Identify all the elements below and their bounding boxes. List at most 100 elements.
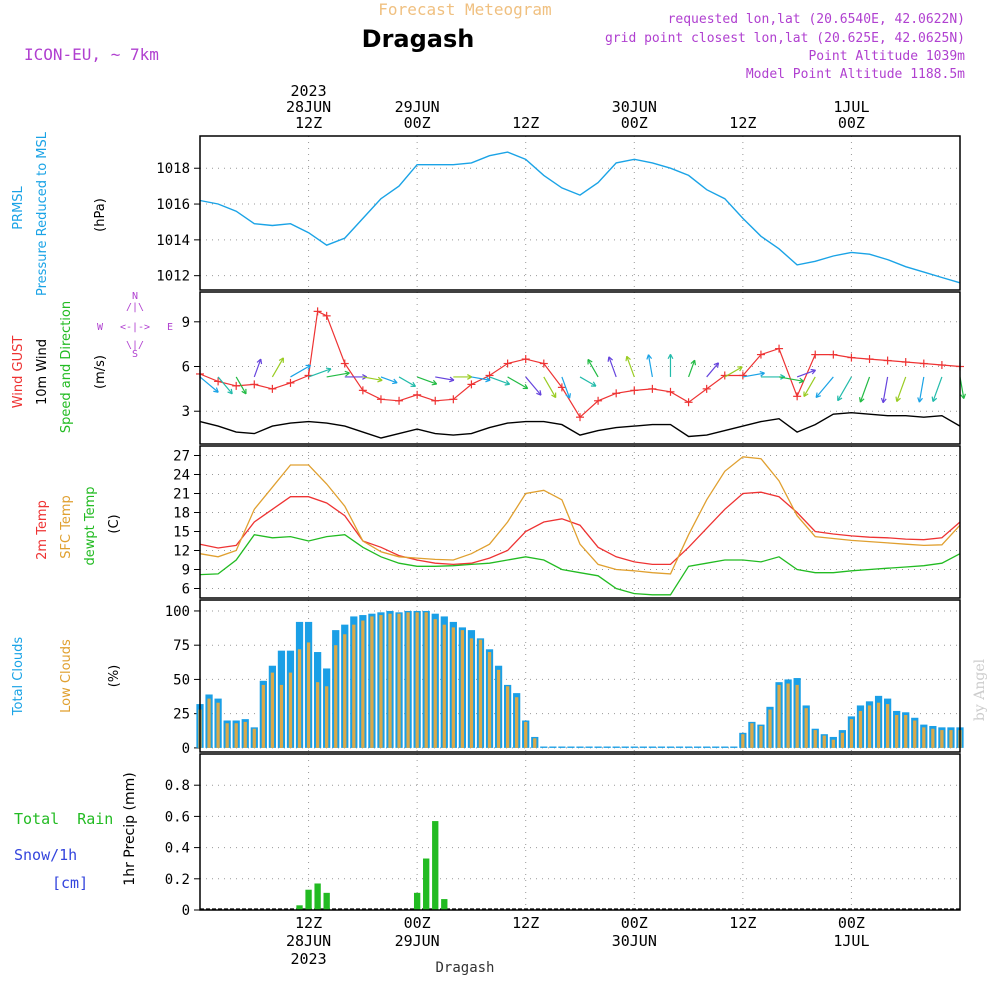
- total-clouds-bar: [684, 746, 693, 748]
- gust-marker: [630, 386, 639, 395]
- wind-arrow: [326, 370, 350, 378]
- credit: by Angel: [972, 658, 988, 721]
- bottom-time-label: 28JUN: [286, 932, 331, 950]
- clouds-ytick-label: 0: [182, 741, 190, 757]
- top-time-label: 28JUN: [286, 98, 331, 116]
- low-clouds-bar: [424, 612, 428, 748]
- wind-arrow: [880, 376, 889, 404]
- compass-e: E: [167, 322, 173, 333]
- wind-arrow: [271, 357, 284, 378]
- total-clouds-bar: [603, 746, 611, 748]
- total-clouds-bar: [639, 746, 647, 748]
- total-clouds-bar: [540, 746, 548, 748]
- top-time-label: 00Z: [621, 114, 648, 132]
- low-clouds-bar: [243, 721, 247, 748]
- top-time-label: 00Z: [838, 114, 865, 132]
- low-clouds-bar: [207, 698, 211, 748]
- clouds-frame: [199, 599, 961, 753]
- gust-marker: [286, 378, 295, 387]
- pressure-line: [199, 151, 961, 284]
- panels: 1012 1014 1016 1018 3 6 9 6 9 12 15 18 21 24 27 0 25 50 75…: [156, 135, 966, 919]
- pressure-ytick-label: 1012: [156, 269, 190, 285]
- total-clouds-bar: [675, 746, 684, 748]
- wind-arrow: [587, 358, 599, 378]
- wind-frame: [199, 291, 961, 445]
- pressure-frame: [199, 135, 961, 291]
- total-clouds-bar: [558, 746, 566, 748]
- gust-marker: [521, 355, 530, 364]
- clouds-panel: 0 25 50 75 100: [165, 600, 964, 757]
- wind-gust-label: Wind GUST: [11, 336, 26, 409]
- total-clouds-bar: [666, 746, 675, 748]
- low-clouds-bar: [533, 738, 537, 748]
- low-clouds-bar: [379, 615, 383, 748]
- gust-marker: [865, 355, 874, 364]
- wind-arrow: [435, 376, 455, 383]
- gust-marker: [883, 356, 892, 365]
- temp-ytick-label: 6: [182, 582, 190, 598]
- low-clouds-bar: [922, 727, 926, 748]
- total-clouds-bar: [712, 746, 720, 748]
- precip-ytick-label: 0: [182, 903, 190, 919]
- banner-title: Forecast Meteogram: [378, 0, 551, 19]
- precip-ytick-label: 0.6: [165, 809, 190, 825]
- gust-marker: [431, 396, 440, 405]
- gust-marker: [232, 381, 241, 390]
- gust-marker: [775, 344, 784, 353]
- gust-marker: [612, 389, 621, 398]
- rain-label: Total Rain: [14, 810, 113, 828]
- wind-arrow: [290, 364, 312, 378]
- wind-arrow: [803, 376, 816, 398]
- bottom-time-label: 12Z: [729, 914, 756, 932]
- gust-marker: [376, 395, 385, 404]
- wind-arrow: [859, 376, 871, 403]
- wind-arrow: [489, 376, 511, 386]
- low-clouds-bar: [325, 686, 329, 748]
- total-clouds-bar: [703, 746, 711, 748]
- low-clouds-bar: [469, 638, 474, 748]
- precip-ytick-label: 0.2: [165, 872, 190, 888]
- top-time-label: 12Z: [512, 114, 539, 132]
- wind-arrow: [778, 376, 805, 384]
- low-clouds-bar: [388, 613, 392, 748]
- pressure-unit: (hPa): [93, 198, 108, 232]
- gust-marker: [919, 359, 928, 368]
- pressure-label-2: Pressure Reduced to MSL: [35, 131, 50, 296]
- clouds-unit: (%): [107, 665, 122, 688]
- low-clouds-bar: [343, 634, 347, 748]
- temp-ytick-label: 15: [173, 525, 190, 541]
- compass-v2: \|/: [126, 340, 144, 351]
- rain-bar: [323, 892, 330, 910]
- top-time-label: 30JUN: [612, 98, 657, 116]
- low-clouds-bar: [288, 672, 293, 748]
- low-clouds-bar: [487, 652, 492, 748]
- bottom-time-label: 12Z: [295, 914, 322, 932]
- pressure-label-1: PRMSL: [11, 185, 26, 229]
- low-clouds-bar: [252, 728, 256, 748]
- low-clouds-bar: [795, 684, 799, 748]
- wind-arrow: [931, 376, 943, 403]
- bottom-time-label: 00Z: [404, 914, 431, 932]
- low-clouds-bar: [460, 630, 465, 748]
- gust-marker: [829, 350, 838, 359]
- gust-line: [199, 310, 961, 419]
- temp-ytick-label: 24: [173, 468, 190, 484]
- low-clouds-bar: [415, 612, 419, 748]
- total-clouds-bar: [630, 746, 638, 748]
- temp-unit: (C): [107, 514, 122, 533]
- wind-arrow: [543, 376, 557, 399]
- bottom-time-label: 1JUL: [833, 932, 869, 950]
- low-clouds-bar: [442, 624, 446, 748]
- total-clouds-bar: [721, 746, 729, 748]
- low-clouds-bar: [515, 697, 519, 748]
- low-clouds-bar: [849, 719, 854, 748]
- wind-ytick-label: 6: [182, 360, 190, 376]
- low-clouds-bar: [334, 645, 338, 748]
- gust-marker: [684, 398, 693, 407]
- clouds-ytick-label: 100: [165, 604, 190, 620]
- wind-speed-line: [199, 411, 961, 439]
- low-clouds-bar: [885, 704, 890, 748]
- wind-dir-label: Speed and Direction: [59, 301, 74, 433]
- wind-arrow: [235, 376, 247, 395]
